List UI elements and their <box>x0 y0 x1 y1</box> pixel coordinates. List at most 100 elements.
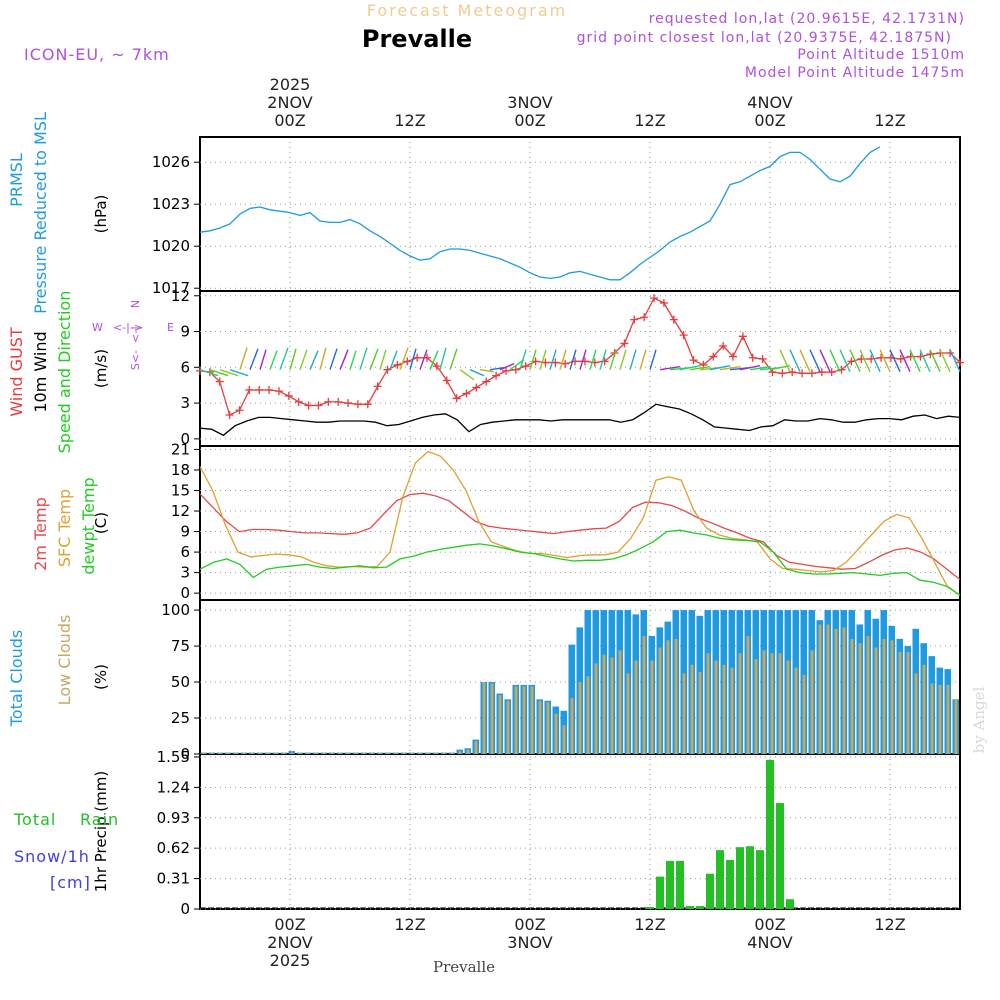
low-cloud-bar <box>954 699 958 754</box>
low-cloud-bar <box>634 660 638 754</box>
gust-point <box>650 294 659 303</box>
total-clouds-label: Total Clouds <box>7 630 26 728</box>
low-cloud-bar <box>738 653 742 754</box>
wind-direction-arrow <box>339 349 349 370</box>
wind-direction-arrow <box>499 363 515 371</box>
low-cloud-bar <box>562 725 566 754</box>
model-label: ICON-EU, ~ 7km <box>24 45 170 64</box>
forecast-label: Forecast Meteogram <box>367 1 567 20</box>
gust-point <box>403 357 412 366</box>
wind-direction-arrow <box>449 348 458 370</box>
low-cloud-bar <box>570 697 574 754</box>
low-cloud-bar <box>874 647 878 754</box>
low-cloud-bar <box>682 673 686 754</box>
low-cloud-bar <box>578 682 582 754</box>
wind-direction-arrow <box>429 350 439 370</box>
rain-bar <box>656 876 664 909</box>
wind-direction-arrow <box>529 349 537 370</box>
low-cloud-bar <box>858 643 862 754</box>
gust-point <box>334 397 343 406</box>
series-line-10m-wind <box>199 403 961 437</box>
wind-direction-label: Speed and Direction <box>55 291 74 454</box>
wind-direction-arrow <box>619 349 627 370</box>
gust-point <box>807 369 816 378</box>
low-cloud-bar <box>914 673 918 754</box>
unit-label-clouds: (%) <box>92 664 110 690</box>
tick-label-precip: 1.24 <box>157 778 190 796</box>
tick-label-precip: 0 <box>180 900 190 918</box>
wind-direction-arrow <box>799 349 811 372</box>
wind-direction-arrow <box>229 369 249 377</box>
tick-label-temp: 6 <box>180 543 190 561</box>
rain-bar <box>756 850 764 909</box>
low-cloud-bar <box>450 752 454 754</box>
gust-point <box>956 358 964 367</box>
time-label-bottom: 2NOV <box>267 933 312 952</box>
gust-point <box>561 359 570 368</box>
low-cloud-bar <box>362 752 366 754</box>
tick-label-clouds: 100 <box>161 601 190 619</box>
low-cloud-bar <box>218 752 222 754</box>
precip-rain-label: Rain <box>80 810 119 829</box>
rain-bar <box>786 899 794 909</box>
low-cloud-bar <box>946 684 950 754</box>
wind-direction-arrow <box>719 366 741 371</box>
gust-point <box>738 332 747 341</box>
wind-direction-arrow <box>599 349 607 370</box>
gust-point <box>344 399 353 408</box>
low-cloud-bar <box>674 638 678 754</box>
unit-label-pressure: (hPa) <box>92 195 110 234</box>
rain-bar <box>746 846 754 909</box>
tick-label-temp: 3 <box>180 564 190 582</box>
low-cloud-bar <box>490 683 494 754</box>
series-line-prmsl <box>199 146 881 281</box>
time-label-top: 2025 <box>270 75 311 94</box>
wind-direction-arrow <box>489 366 505 371</box>
wind-direction-arrow <box>589 349 597 370</box>
tick-label-wind: 3 <box>180 394 190 412</box>
gust-point <box>304 401 313 410</box>
gust-point <box>363 400 372 409</box>
gust-point <box>728 352 737 361</box>
wind-direction-arrow <box>569 349 577 370</box>
gust-point <box>245 385 254 394</box>
wind-direction-arrow <box>239 347 248 370</box>
wind-direction-arrow <box>219 369 239 377</box>
time-label-top: 3NOV <box>507 93 552 112</box>
gust-point <box>373 382 382 391</box>
wind-direction-arrow <box>249 348 259 370</box>
wind-direction-arrow <box>749 366 771 371</box>
gust-point <box>501 366 510 375</box>
time-label-top: 12Z <box>634 111 665 130</box>
tick-label-temp: 18 <box>171 461 190 479</box>
gust-point <box>353 400 362 409</box>
wind-direction-arrow <box>859 349 871 372</box>
wind-direction-arrow <box>879 349 891 372</box>
time-label-top: 00Z <box>754 111 785 130</box>
low-cloud-bar <box>922 664 926 754</box>
gust-point <box>719 341 728 350</box>
low-cloud-bar <box>890 640 894 754</box>
wind-direction-arrow <box>329 348 338 370</box>
wind-direction-arrow <box>649 349 657 370</box>
wind-direction-arrow <box>829 349 841 372</box>
wind-direction-arrow <box>459 369 475 381</box>
wind-direction-arrow <box>929 349 941 372</box>
temp2m-label: 2m Temp <box>31 497 50 571</box>
tick-label-pressure: 1023 <box>152 195 190 213</box>
low-cloud-bar <box>754 659 758 754</box>
wind-direction-arrow <box>199 369 219 377</box>
tick-label-clouds: 50 <box>171 673 190 691</box>
gust-point <box>413 353 422 362</box>
low-cloud-bar <box>482 682 486 754</box>
gust-point <box>452 394 461 403</box>
wind-direction-arrow <box>349 350 357 370</box>
tick-label-wind: 6 <box>180 358 190 376</box>
gust-point <box>630 315 639 324</box>
rain-bar <box>776 803 784 909</box>
wind-direction-arrow <box>299 349 308 370</box>
low-cloud-bar <box>418 752 422 754</box>
time-label-bottom: 4NOV <box>747 933 792 952</box>
